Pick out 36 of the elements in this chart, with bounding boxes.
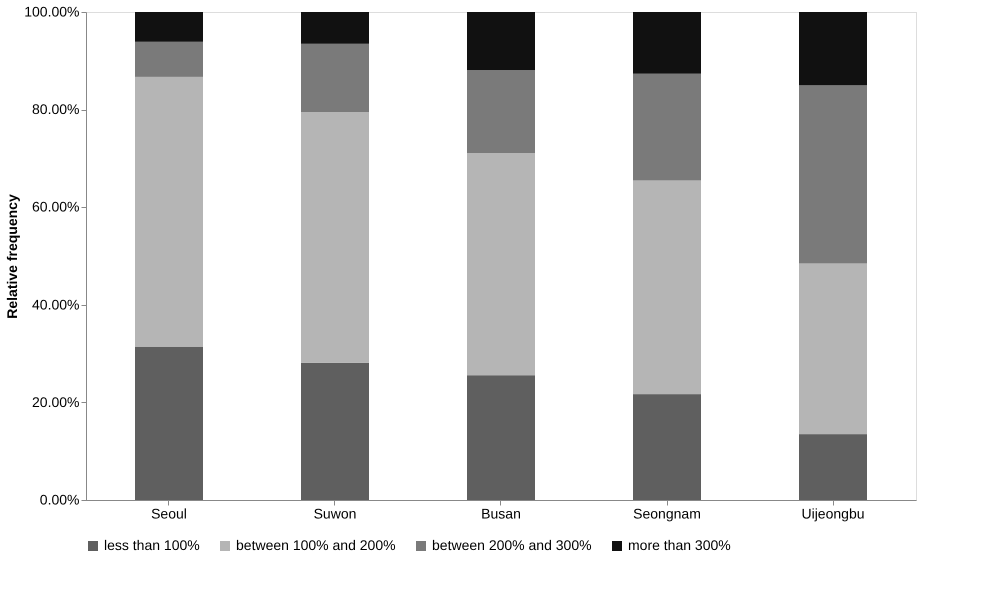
bar bbox=[633, 180, 701, 394]
bar bbox=[633, 394, 701, 500]
y-tick-label: 40.00% bbox=[32, 296, 80, 312]
bar bbox=[467, 376, 535, 500]
bar bbox=[799, 434, 867, 500]
bar bbox=[135, 346, 203, 500]
bar bbox=[135, 76, 203, 347]
x-tick-label: Uijeongbu bbox=[801, 506, 865, 522]
y-tick-label: 100.00% bbox=[24, 4, 80, 20]
y-tick-label: 20.00% bbox=[32, 394, 80, 410]
y-tick-label: 0.00% bbox=[40, 492, 80, 508]
x-tick-label: Seongnam bbox=[633, 506, 701, 522]
legend-label: less than 100% bbox=[104, 537, 200, 553]
x-tick-label: Busan bbox=[481, 506, 521, 522]
bar bbox=[467, 70, 535, 154]
bar bbox=[633, 73, 701, 180]
bar bbox=[301, 12, 369, 44]
y-tick-label: 60.00% bbox=[32, 198, 80, 215]
bar bbox=[467, 153, 535, 376]
bar bbox=[633, 12, 701, 74]
y-axis-title: Relative frequency bbox=[4, 194, 20, 319]
bar bbox=[799, 85, 867, 264]
x-tick-label: Seoul bbox=[151, 506, 187, 522]
bar bbox=[301, 44, 369, 112]
legend-label: between 200% and 300% bbox=[432, 537, 592, 553]
x-tick-label: Suwon bbox=[314, 506, 356, 522]
bar bbox=[467, 12, 535, 70]
bar bbox=[301, 362, 369, 500]
y-tick-label: 80.00% bbox=[32, 101, 80, 118]
bar bbox=[135, 12, 203, 42]
bar bbox=[799, 12, 867, 86]
bar bbox=[799, 263, 867, 434]
bar bbox=[301, 112, 369, 363]
legend-label: between 100% and 200% bbox=[236, 537, 396, 553]
bar bbox=[135, 42, 203, 77]
legend-label: more than 300% bbox=[628, 537, 731, 553]
